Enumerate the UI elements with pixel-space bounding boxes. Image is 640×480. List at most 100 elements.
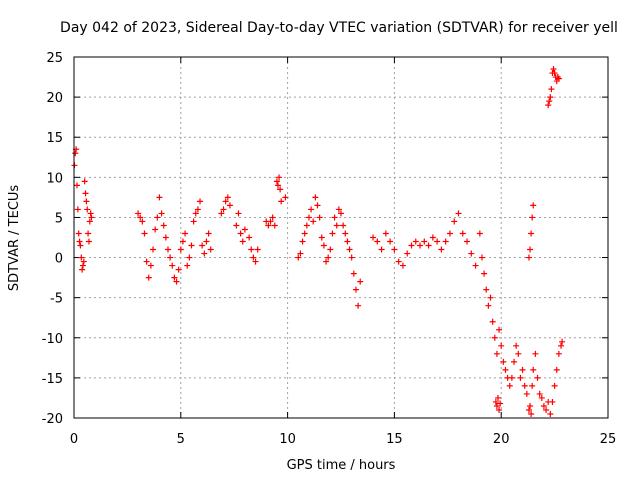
data-point	[506, 382, 513, 389]
data-point	[408, 242, 415, 249]
x-tick-label: 10	[279, 432, 296, 447]
data-point	[77, 242, 84, 249]
data-point	[548, 86, 555, 93]
data-point	[252, 258, 259, 265]
y-tick-label: 0	[55, 252, 63, 267]
data-point	[87, 210, 94, 217]
data-point	[220, 206, 227, 213]
data-point	[79, 266, 86, 273]
data-point	[147, 262, 154, 269]
data-point	[83, 198, 90, 205]
data-point	[478, 254, 485, 261]
data-point	[468, 250, 475, 257]
data-point	[190, 218, 197, 225]
data-point	[308, 206, 315, 213]
data-point	[241, 226, 248, 233]
data-point	[82, 190, 89, 197]
data-point	[312, 194, 319, 201]
data-point	[303, 222, 310, 229]
data-point	[192, 210, 199, 217]
data-point	[301, 230, 308, 237]
data-point	[299, 238, 306, 245]
data-point	[529, 382, 536, 389]
data-point	[329, 230, 336, 237]
data-point	[421, 238, 428, 245]
data-point	[530, 366, 537, 373]
axis-ticks	[73, 56, 609, 419]
data-point	[276, 174, 283, 181]
data-point	[493, 350, 500, 357]
data-point	[271, 222, 278, 229]
data-point	[425, 242, 432, 249]
data-point	[545, 102, 552, 109]
data-point	[80, 258, 87, 265]
data-point	[555, 350, 562, 357]
data-point	[528, 410, 535, 417]
y-tick-label: 25	[46, 51, 63, 66]
tick-labels: 0 5 10 15 20 25 -20 -15 -10 -5 0 5 10 15 20 25	[42, 51, 617, 447]
data-point	[357, 278, 364, 285]
data-point	[525, 254, 532, 261]
data-point	[382, 230, 389, 237]
data-point	[442, 238, 449, 245]
data-point	[515, 350, 522, 357]
data-point	[434, 238, 441, 245]
data-point	[158, 210, 165, 217]
data-point	[529, 214, 536, 221]
data-point	[162, 234, 169, 241]
data-point	[254, 246, 261, 253]
data-point	[508, 374, 515, 381]
data-point	[318, 234, 325, 241]
data-point	[494, 394, 501, 401]
data-point	[273, 178, 280, 185]
data-point	[346, 246, 353, 253]
data-point	[534, 374, 541, 381]
data-point	[464, 238, 471, 245]
data-point	[459, 230, 466, 237]
data-point	[135, 210, 142, 217]
grid	[74, 57, 608, 418]
data-point	[527, 246, 534, 253]
data-point	[395, 258, 402, 265]
data-point	[491, 334, 498, 341]
data-point	[549, 398, 556, 405]
data-point	[519, 366, 526, 373]
data-point	[538, 394, 545, 401]
data-point	[323, 258, 330, 265]
data-point	[528, 230, 535, 237]
data-point	[186, 254, 193, 261]
data-point	[527, 402, 534, 409]
data-point	[177, 246, 184, 253]
data-point	[472, 262, 479, 269]
data-point	[513, 342, 520, 349]
data-point	[451, 218, 458, 225]
data-point	[496, 326, 503, 333]
data-point	[511, 358, 518, 365]
data-point	[197, 198, 204, 205]
data-point	[412, 238, 419, 245]
data-point	[532, 350, 539, 357]
data-point	[417, 242, 424, 249]
data-point	[517, 374, 524, 381]
data-point	[540, 402, 547, 409]
data-point	[246, 234, 253, 241]
data-point	[546, 98, 553, 105]
x-tick-label: 5	[177, 432, 185, 447]
data-point	[310, 218, 317, 225]
data-point	[481, 270, 488, 277]
data-point	[169, 262, 176, 269]
data-point	[248, 246, 255, 253]
data-point	[145, 274, 152, 281]
chart-title: Day 042 of 2023, Sidereal Day-to-day VTE…	[60, 20, 618, 36]
data-point	[295, 254, 302, 261]
data-point	[543, 406, 550, 413]
data-point	[338, 210, 344, 217]
data-point	[278, 198, 285, 205]
data-point	[355, 302, 362, 309]
data-point	[551, 70, 558, 77]
data-point	[502, 366, 509, 373]
data-point	[239, 238, 246, 245]
data-point	[342, 230, 349, 237]
data-point	[320, 242, 327, 249]
